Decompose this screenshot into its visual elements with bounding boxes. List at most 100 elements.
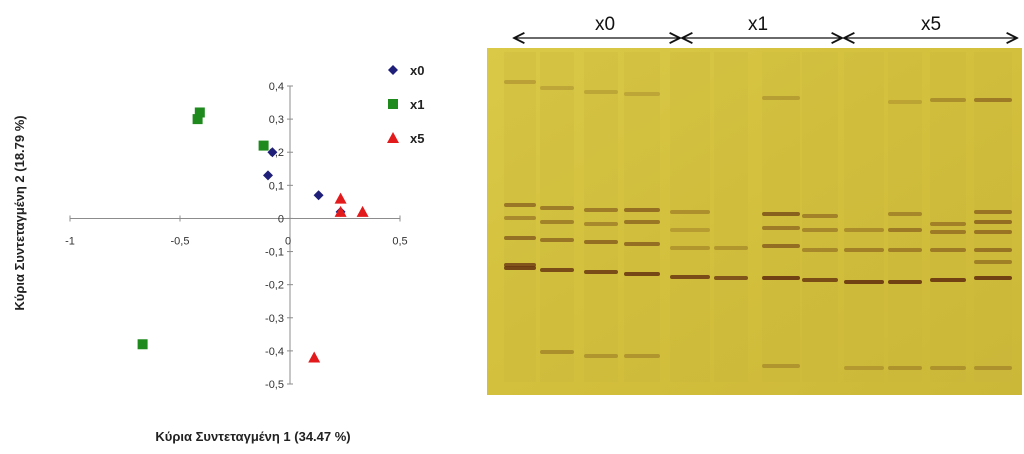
gel-band [504, 236, 536, 240]
gel-band [584, 222, 618, 226]
gel-band [974, 220, 1012, 224]
gel-lane [844, 52, 884, 382]
gel-band [584, 240, 618, 244]
gel-band [802, 228, 838, 232]
gel-band [844, 228, 884, 232]
legend-label-x5: x5 [410, 131, 424, 146]
y-tick-label: -0,2 [265, 280, 284, 292]
y-axis-title: Κύρια Συντεταγμένη 2 (18.79 %) [12, 115, 27, 310]
gel-band [540, 238, 574, 242]
gel-band [762, 226, 800, 230]
legend-marker-x1 [388, 99, 398, 109]
gel-lane [670, 52, 710, 382]
gel-band [930, 248, 966, 252]
gel-band [540, 350, 574, 354]
gel-band [584, 90, 618, 94]
y-tick-label: -0,4 [265, 346, 284, 358]
point-x1 [194, 107, 205, 118]
legend-label-x1: x1 [410, 97, 424, 112]
point-x0 [267, 147, 278, 158]
gel-band [930, 230, 966, 234]
gel-band [540, 220, 574, 224]
gel-band [888, 280, 922, 284]
gel-band [974, 98, 1012, 102]
gel-band [624, 354, 660, 358]
y-tick-label: -0,1 [265, 247, 284, 259]
group-label-x0: x0 [595, 14, 615, 35]
point-x0 [313, 190, 324, 201]
gel-band [762, 212, 800, 216]
gel-band [670, 246, 710, 250]
gel-band [930, 98, 966, 102]
point-x0 [263, 170, 273, 181]
gel-band [844, 366, 884, 370]
gel-band [974, 230, 1012, 234]
legend-label-x0: x0 [410, 63, 424, 78]
data-points [137, 107, 369, 363]
gel-lane [624, 52, 660, 382]
gel-band [504, 216, 536, 220]
gel-band [930, 366, 966, 370]
gel-band [762, 244, 800, 248]
gel-lane [888, 52, 922, 382]
gel-band [540, 86, 574, 90]
gel-band [930, 278, 966, 282]
legend-marker-x5 [387, 132, 399, 143]
gel-lanes [504, 52, 1012, 382]
y-tick-label: 0,3 [269, 114, 284, 126]
gel-band [584, 208, 618, 212]
gel-band [762, 96, 800, 100]
gel-band [844, 248, 884, 252]
gel-band [584, 270, 618, 274]
gel-band [624, 220, 660, 224]
gel-background [487, 48, 1022, 395]
x-tick-label: -0,5 [171, 235, 190, 247]
gel-band [802, 248, 838, 252]
gel-band [504, 266, 536, 270]
point-x5 [356, 205, 369, 217]
gel-lane [504, 52, 536, 382]
gel-band [930, 222, 966, 226]
gel-band [888, 100, 922, 104]
tick-labels: -1-0,500,50,40,30,20,10-0,1-0,2-0,3-0,4-… [65, 81, 408, 391]
gel-lane [584, 52, 618, 382]
axes [69, 85, 401, 385]
x-tick-label: -1 [65, 235, 75, 247]
point-x5 [308, 351, 321, 363]
gel-band [670, 228, 710, 232]
y-tick-label: 0,4 [269, 81, 284, 93]
point-x5 [334, 205, 347, 217]
point-x1 [192, 114, 203, 125]
gel-band [802, 214, 838, 218]
gel-lane [802, 52, 838, 382]
legend: x0 x1 x5 [387, 63, 424, 146]
gel-band [624, 208, 660, 212]
x-axis-title: Κύρια Συντεταγμένη 1 (34.47 %) [155, 429, 350, 444]
gel-band [624, 92, 660, 96]
pcoa-scatter-chart: -1-0,500,50,40,30,20,10-0,1-0,2-0,3-0,4-… [12, 63, 424, 444]
gel-band [540, 206, 574, 210]
x-tick-label: 0,5 [392, 235, 407, 247]
x-tick-label: 0 [285, 235, 291, 247]
gel-band [540, 268, 574, 272]
y-tick-label: 0,1 [269, 180, 284, 192]
gel-band [624, 242, 660, 246]
gel-band [888, 228, 922, 232]
gel-band [802, 278, 838, 282]
gel-band [974, 248, 1012, 252]
gel-band [974, 260, 1012, 264]
gel-band [974, 276, 1012, 280]
gel-band [504, 80, 536, 84]
gel-band [974, 366, 1012, 370]
gel-band [888, 212, 922, 216]
legend-marker-x0 [388, 65, 398, 75]
y-tick-label: -0,3 [265, 313, 284, 325]
point-x1 [258, 140, 269, 151]
gel-lane [762, 52, 800, 382]
gel-band [844, 280, 884, 284]
gel-band [670, 275, 710, 279]
gel-band [762, 276, 800, 280]
gel-lane [714, 52, 748, 382]
gel-band [714, 276, 748, 280]
gel-lane [540, 52, 574, 382]
